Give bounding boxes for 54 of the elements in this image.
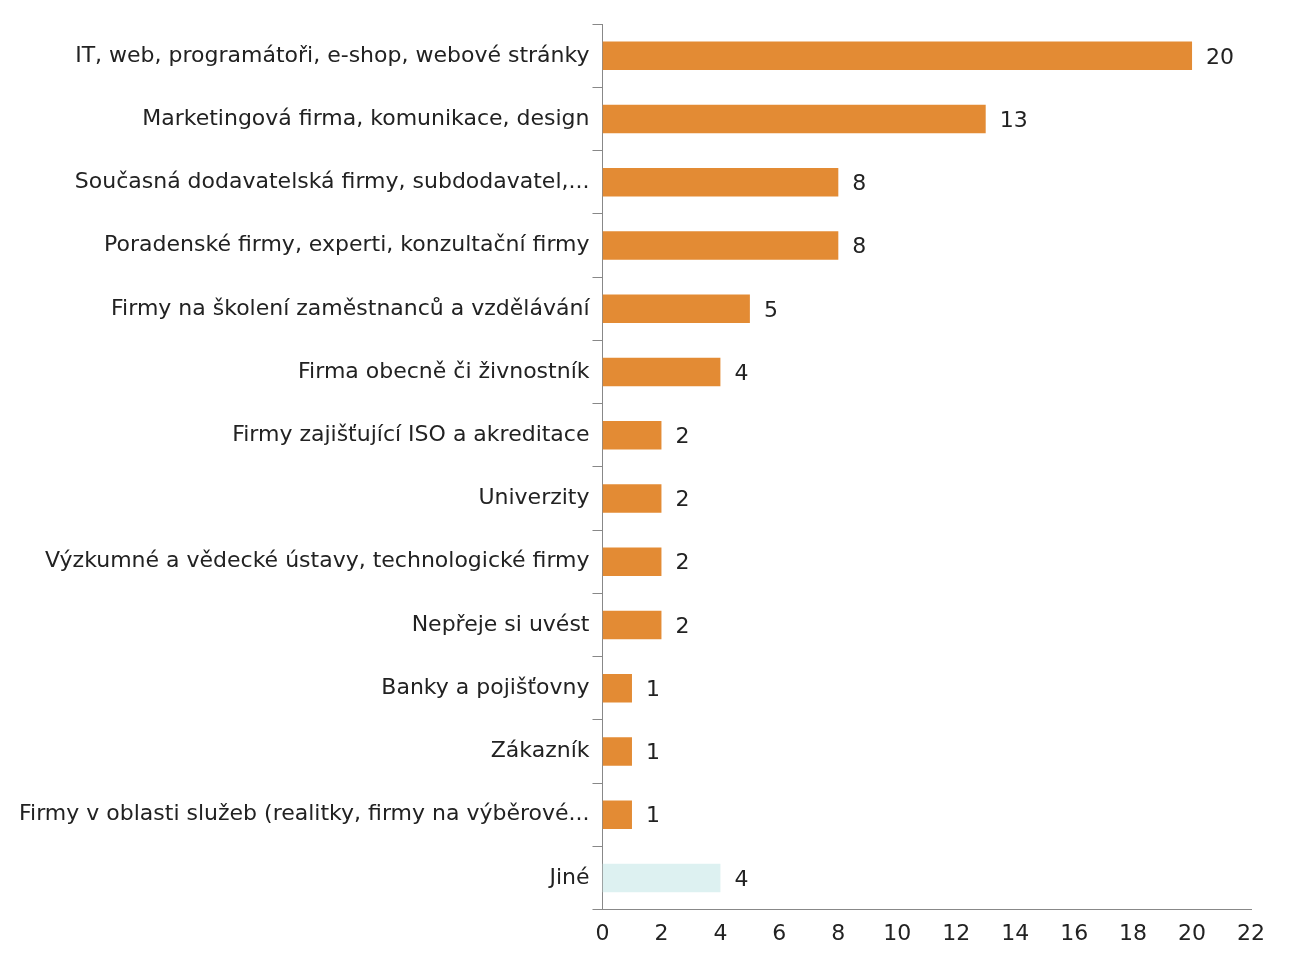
data-label: 1: [645, 675, 660, 701]
y-tick-label: Poradenské firmy, experti, konzultační firmy: [104, 231, 590, 257]
y-tick-label: Univerzity: [478, 484, 590, 510]
bar: [602, 294, 750, 324]
data-label: 8: [852, 233, 867, 259]
data-label: 13: [999, 106, 1028, 132]
data-label: 4: [734, 359, 749, 385]
x-tick-label: 4: [713, 919, 728, 945]
y-tick-label: Jiné: [547, 863, 590, 889]
x-tick-label: 8: [831, 919, 846, 945]
y-tick-label: Firmy v oblasti služeb (realitky, firmy na výběrové...: [19, 800, 590, 826]
data-label: 2: [675, 423, 690, 448]
bar: [602, 231, 839, 260]
bar: [602, 863, 721, 893]
data-label: 5: [763, 296, 778, 322]
bar: [602, 357, 721, 387]
bar: [602, 610, 662, 640]
data-label: 2: [675, 612, 690, 638]
x-tick-label: 16: [1060, 919, 1089, 945]
y-tick-label: Firmy na školení zaměstnanců a vzdělávání: [111, 294, 591, 320]
bar: [602, 547, 662, 576]
bar: [602, 168, 839, 197]
y-tick-label: IT, web, programátoři, e-shop, webové stránky: [75, 41, 590, 67]
bar: [602, 800, 632, 829]
data-label: 1: [645, 739, 660, 765]
x-tick-label: 20: [1178, 919, 1207, 945]
bar: [602, 104, 986, 134]
x-tick-label: 22: [1237, 919, 1265, 945]
y-tick-label: Současná dodavatelská firmy, subdodavatel,...: [74, 168, 590, 194]
x-tick-label: 12: [942, 919, 971, 945]
y-tick-label: Zákazník: [490, 737, 590, 763]
x-tick-label: 6: [772, 919, 787, 945]
y-tick-label: Výzkumné a vědecké ústavy, technologické firmy: [45, 547, 590, 573]
y-tick-label: Firmy zajišťující ISO a akreditace: [232, 421, 590, 446]
y-tick-label: Firma obecně či živnostník: [298, 357, 590, 383]
x-tick-label: 10: [883, 919, 912, 945]
x-tick-label: 14: [1001, 919, 1030, 945]
data-label: 2: [675, 486, 690, 512]
x-tick-label: 2: [654, 919, 669, 945]
data-label: 1: [645, 802, 660, 828]
bar: [602, 674, 632, 703]
y-tick-label: Banky a pojišťovny: [381, 673, 590, 699]
bar: [602, 484, 662, 513]
data-label: 20: [1206, 43, 1235, 69]
data-label: 8: [852, 170, 867, 196]
data-label: 4: [734, 865, 749, 891]
data-label: 2: [675, 549, 690, 575]
x-tick-label: 18: [1119, 919, 1148, 945]
y-tick-label: Nepřeje si uvést: [411, 610, 590, 636]
bar: [602, 737, 632, 766]
bar: [602, 421, 662, 450]
y-tick-label: Marketingová firma, komunikace, design: [142, 104, 590, 130]
bar: [602, 41, 1193, 71]
x-tick-label: 0: [595, 919, 610, 945]
